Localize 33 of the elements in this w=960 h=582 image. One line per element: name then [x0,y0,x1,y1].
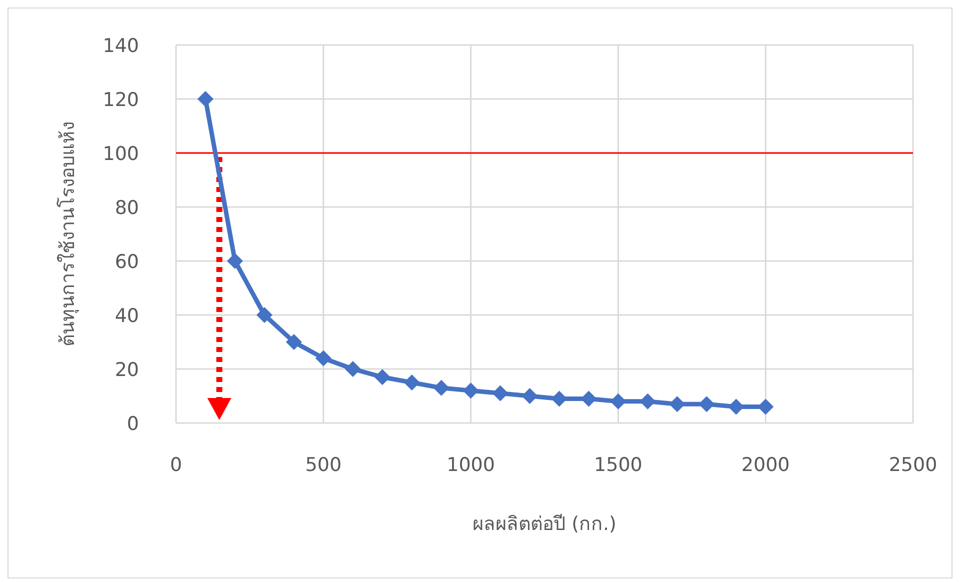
point [462,382,479,399]
point [698,396,715,412]
x-axis-title: ผลผลิตต่อปี (กก.) [472,513,616,535]
y-tick-label: 0 [126,413,139,435]
point [492,385,508,402]
x-tick-label: 2000 [741,454,790,476]
y-tick-label: 100 [102,143,139,165]
point [226,253,243,269]
point [404,374,420,390]
x-tick-label: 1000 [446,454,495,476]
point [640,393,656,410]
point [256,307,272,323]
x-tick-label: 0 [170,454,182,476]
x-tick-label: 500 [305,454,342,476]
point [522,388,538,404]
x-tick-label: 2500 [888,454,938,476]
point [758,398,774,415]
point [344,361,361,377]
y-tick-label: 20 [114,359,139,381]
y-axis-title: ต้นทุนการใช้งานโรงอบแห้ง [56,122,80,346]
point [669,396,686,412]
point [610,393,626,410]
point [197,91,214,107]
point [374,369,390,386]
y-tick-label: 120 [102,89,139,111]
point [315,350,332,366]
point [433,380,450,396]
y-tick-label: 60 [114,251,139,273]
y-tick-label: 80 [114,197,139,219]
y-tick-label: 140 [102,35,139,57]
y-tick-label: 40 [114,305,139,327]
x-tick-label: 1500 [594,454,642,476]
point [286,334,302,350]
